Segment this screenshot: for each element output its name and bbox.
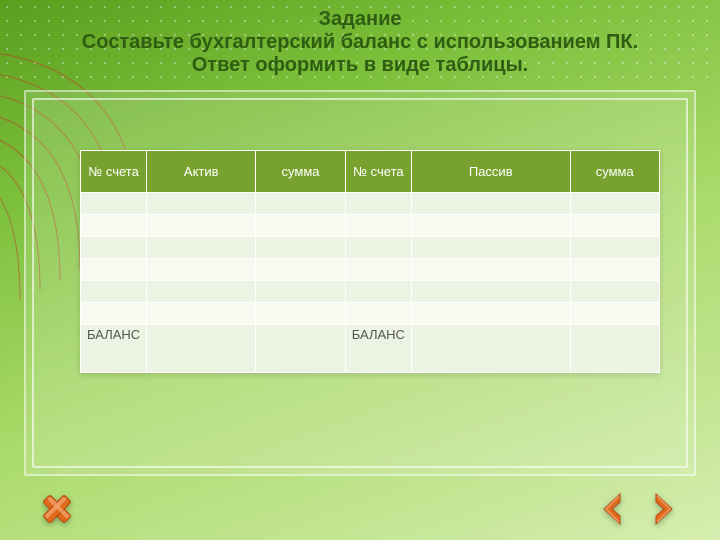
title-block: Задание Составьте бухгалтерский баланс с… xyxy=(0,0,720,87)
table-row-balance: БАЛАНС БАЛАНС xyxy=(81,325,660,373)
table-body: БАЛАНС БАЛАНС xyxy=(81,193,660,373)
close-button[interactable] xyxy=(36,488,78,530)
table-row xyxy=(81,259,660,281)
title-line-2: Составьте бухгалтерский баланс с использ… xyxy=(40,31,680,54)
slide: Задание Составьте бухгалтерский баланс с… xyxy=(0,0,720,540)
close-icon xyxy=(36,488,78,530)
col-header-sum-left: сумма xyxy=(256,151,345,193)
balance-label-left: БАЛАНС xyxy=(81,325,147,373)
chevron-left-icon xyxy=(592,488,634,530)
table-row xyxy=(81,281,660,303)
balance-table-wrap: № счета Актив сумма № счета Пассив сумма… xyxy=(80,150,660,373)
prev-button[interactable] xyxy=(592,488,634,530)
col-header-asset: Актив xyxy=(147,151,256,193)
title-line-1: Задание xyxy=(40,8,680,31)
col-header-liability: Пассив xyxy=(411,151,570,193)
title-line-3: Ответ оформить в виде таблицы. xyxy=(40,54,680,77)
table-row xyxy=(81,215,660,237)
next-button[interactable] xyxy=(642,488,684,530)
table-row xyxy=(81,193,660,215)
nav-bar xyxy=(0,482,720,530)
col-header-sum-right: сумма xyxy=(570,151,659,193)
col-header-acct-right: № счета xyxy=(345,151,411,193)
balance-table: № счета Актив сумма № счета Пассив сумма… xyxy=(80,150,660,373)
col-header-acct-left: № счета xyxy=(81,151,147,193)
table-header-row: № счета Актив сумма № счета Пассив сумма xyxy=(81,151,660,193)
table-row xyxy=(81,237,660,259)
table-row xyxy=(81,303,660,325)
balance-label-right: БАЛАНС xyxy=(345,325,411,373)
chevron-right-icon xyxy=(642,488,684,530)
